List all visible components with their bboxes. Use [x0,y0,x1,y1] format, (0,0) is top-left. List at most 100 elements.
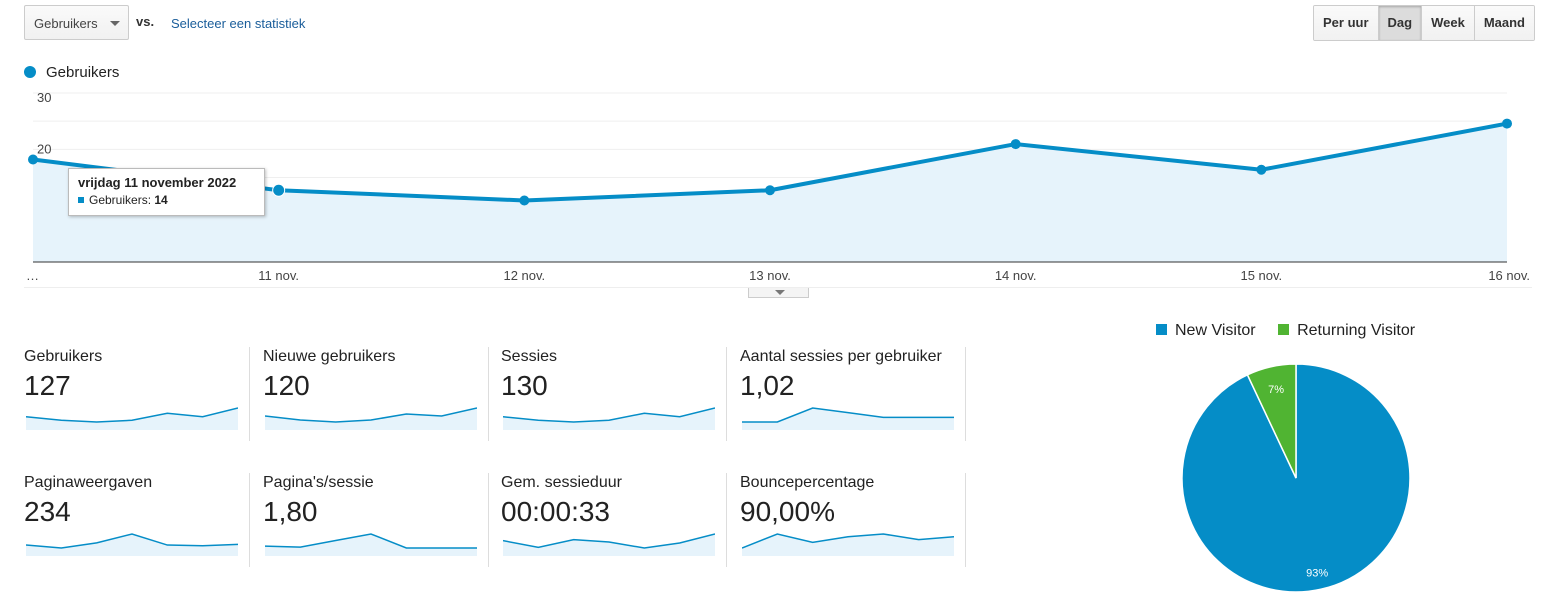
data-point [765,185,775,196]
scorecard-new-users[interactable]: Nieuwe gebruikers 120 [263,348,501,444]
x-tick-label: 11 nov. [258,268,299,283]
sparkline-area [742,534,954,556]
scorecard-sessions[interactable]: Sessies 130 [501,348,739,444]
x-tick-label: 16 nov. [1488,268,1530,283]
period-day-button[interactable]: Dag [1377,6,1422,40]
chart-collapse-toggle[interactable] [748,288,809,298]
legend-swatch-icon [1278,324,1290,335]
scorecard-value: 120 [263,370,310,401]
scorecard-value: 90,00% [740,496,835,527]
scorecard-name: Nieuwe gebruikers [263,348,396,365]
caret-down-icon [775,290,785,295]
scorecard-name: Bouncepercentage [740,474,875,491]
sparkline-area [742,408,954,430]
data-point [28,154,38,165]
legend-item-returning-visitor[interactable]: Returning Visitor [1278,322,1415,340]
legend-item-new-visitor[interactable]: New Visitor [1156,322,1256,340]
sparkline-area [503,408,715,430]
scorecard-name: Pagina's/sessie [263,474,374,491]
metric-dropdown[interactable]: Gebruikers [24,5,129,40]
scorecard-value: 1,80 [263,496,318,527]
divider [249,347,250,441]
x-tick-label: … [26,268,39,283]
scorecard-name: Aantal sessies per gebruiker [740,348,942,365]
sparkline-line [26,407,238,423]
divider [726,347,727,441]
pie-legend: New Visitor Returning Visitor [1156,322,1433,340]
sparkline [26,407,238,430]
scorecard-bounce-rate[interactable]: Bouncepercentage 90,00% [740,474,978,570]
users-line-chart[interactable]: 302010…11 nov.12 nov.13 nov.14 nov.15 no… [0,88,1548,288]
sparkline-area [265,408,477,430]
divider [488,473,489,567]
legend-swatch-icon [1156,324,1167,335]
sparkline-line [503,407,715,423]
sparkline-area [26,534,238,556]
pie-slice-label: 93% [1306,568,1328,580]
tooltip-metric: Gebruikers: [89,193,152,207]
period-toggle-group: Per uur Dag Week Maand [1313,5,1535,41]
tooltip-date: vrijdag 11 november 2022 [78,175,237,190]
divider [965,473,966,567]
period-hour-button[interactable]: Per uur [1314,6,1378,40]
visitor-type-pie-chart[interactable]: 93% 7% [1180,362,1412,594]
sparkline [742,533,954,556]
sparkline [265,407,477,430]
tooltip-row: Gebruikers: 14 [78,193,255,207]
scorecard-sessions-per-user[interactable]: Aantal sessies per gebruiker 1,02 [740,348,978,444]
scorecard-name: Gebruikers [24,348,103,365]
scorecard-value: 127 [24,370,71,401]
chart-legend: Gebruikers [24,64,119,81]
sparkline [742,407,954,430]
legend-label: Gebruikers [46,64,120,81]
scorecard-value: 1,02 [740,370,795,401]
y-tick-label: 30 [37,90,51,105]
data-point [1010,139,1021,150]
data-point [519,195,530,206]
sparkline [503,407,715,430]
pie-slice-label: 7% [1268,384,1284,396]
legend-dot-icon [24,66,36,78]
sparkline-line [503,533,715,549]
sparkline-line [742,533,954,549]
divider [488,347,489,441]
scorecard-pageviews[interactable]: Paginaweergaven 234 [24,474,262,570]
x-tick-label: 12 nov. [503,268,545,283]
scorecard-name: Paginaweergaven [24,474,153,491]
sparkline [503,533,715,556]
pie-slice [1246,363,1297,479]
vs-label: vs. [136,14,155,29]
sparkline [265,533,477,556]
chevron-down-icon [110,21,120,26]
divider [249,473,250,567]
scorecard-name: Gem. sessieduur [501,474,622,491]
scorecard-users[interactable]: Gebruikers 127 [24,348,262,444]
sparkline-line [265,533,477,549]
tooltip-value: 14 [154,193,168,207]
data-point [1502,118,1512,129]
period-month-button[interactable]: Maand [1473,6,1534,40]
sparkline-area [265,534,477,556]
scorecard-avg-session-duration[interactable]: Gem. sessieduur 00:00:33 [501,474,739,570]
sparkline-area [503,534,715,556]
scorecard-value: 130 [501,370,548,401]
legend-label: New Visitor [1175,322,1256,339]
series-square-icon [78,197,84,203]
x-tick-label: 15 nov. [1240,268,1282,283]
y-tick-label: 20 [37,141,51,156]
period-week-button[interactable]: Week [1421,6,1474,40]
divider [965,347,966,441]
metric-dropdown-label: Gebruikers [34,16,98,31]
sparkline-line [265,407,477,423]
scorecard-name: Sessies [501,348,558,365]
sparkline [26,533,238,556]
divider [726,473,727,567]
x-tick-label: 14 nov. [995,268,1037,283]
select-statistic-link[interactable]: Selecteer een statistiek [171,16,306,31]
sparkline-area [26,408,238,430]
data-point [1256,164,1267,175]
scorecard-pages-per-session[interactable]: Pagina's/sessie 1,80 [263,474,501,570]
scorecard-value: 234 [24,496,71,527]
scorecard-value: 00:00:33 [501,496,610,527]
data-point [272,183,286,197]
